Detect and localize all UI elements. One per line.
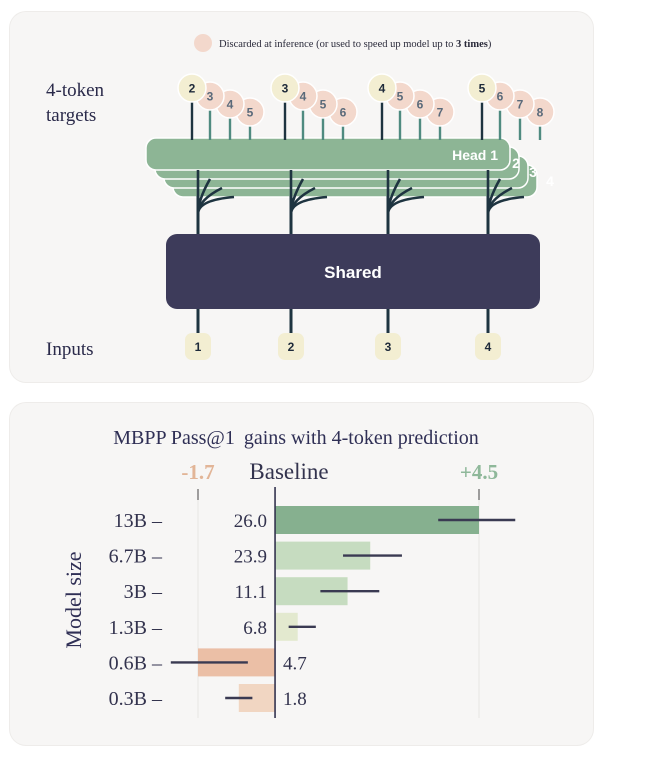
chart-marks: 13B – 26.0 6.7B – 23.9 3B – 11.1 1.3B – 6.8 0.6B… [109,487,516,718]
input-token-2 [278,333,304,360]
input-token-3 [375,333,401,360]
category-label: 0.3B – [109,688,163,710]
branch-line [289,195,328,215]
target-token-label: 3 [282,82,289,96]
target-token-label: 2 [189,82,196,96]
input-token-1 [185,333,211,360]
targets-label-line2: targets [46,105,96,126]
input-token-label: 3 [385,340,392,354]
target-token-label: 3 [207,90,214,104]
branch-line [196,195,235,215]
baseline-score-label: 23.9 [234,547,267,568]
target-token-label: 7 [437,106,444,120]
category-label: 0.6B – [109,652,163,674]
target-token-label: 5 [397,90,404,104]
head-3-label: 3 [529,164,537,180]
category-label: 13B – [114,510,163,532]
max-gain-marker: +4.5 [460,460,498,484]
target-token-label: 8 [537,106,544,120]
category-label: 6.7B – [109,546,163,568]
target-token-label: 4 [379,82,386,96]
baseline-score-label: 11.1 [235,582,268,603]
branch-line [386,195,425,215]
target-token-label: 4 [227,98,234,112]
baseline-score-label: 6.8 [243,618,267,639]
baseline-label: Baseline [249,459,328,484]
baseline-score-label: 1.8 [283,689,307,710]
targets-label-line1: 4-token [46,80,105,101]
input-token-label: 2 [288,340,295,354]
target-token-label: 6 [417,98,424,112]
head-1-bar [145,137,511,171]
mbpp-chart-panel [10,403,593,745]
target-token-label: 5 [247,106,254,120]
target-token-label: 5 [479,82,486,96]
target-token-label: 6 [340,106,347,120]
legend-text: Discarded at inference (or used to speed… [219,39,492,50]
gain-bar [275,612,298,641]
head-1-label: Head 1 [452,147,498,163]
input-token-label: 1 [195,340,202,354]
kept-target-token [467,73,497,103]
kept-target-token [177,73,207,103]
kept-target-token [270,73,300,103]
chart-title: MBPP Pass@1 gains with 4-token prediction [113,427,479,449]
baseline-score-label: 26.0 [234,511,267,532]
target-token-label: 4 [300,90,307,104]
target-token-label: 6 [497,90,504,104]
baseline-score-label: 4.7 [283,653,307,674]
category-label: 1.3B – [109,617,163,639]
input-token-4 [475,333,501,360]
shared-trunk [166,234,540,309]
output-heads: Head 1 234 [145,137,554,234]
discarded-legend-swatch [194,34,212,52]
target-token-label: 5 [320,98,327,112]
shared-label: Shared [324,263,382,282]
inputs-label: Inputs [46,339,94,360]
target-token-label: 7 [517,98,524,112]
input-token-label: 4 [485,340,492,354]
input-tokens: 1 2 3 4 [185,309,501,360]
y-axis-label: Model size [61,551,86,648]
category-label: 3B – [124,581,163,603]
branch-line [486,195,525,215]
head-2-label: 2 [512,155,520,171]
head-4-label: 4 [546,173,554,189]
min-gain-marker: -1.7 [181,460,214,484]
kept-target-token [367,73,397,103]
